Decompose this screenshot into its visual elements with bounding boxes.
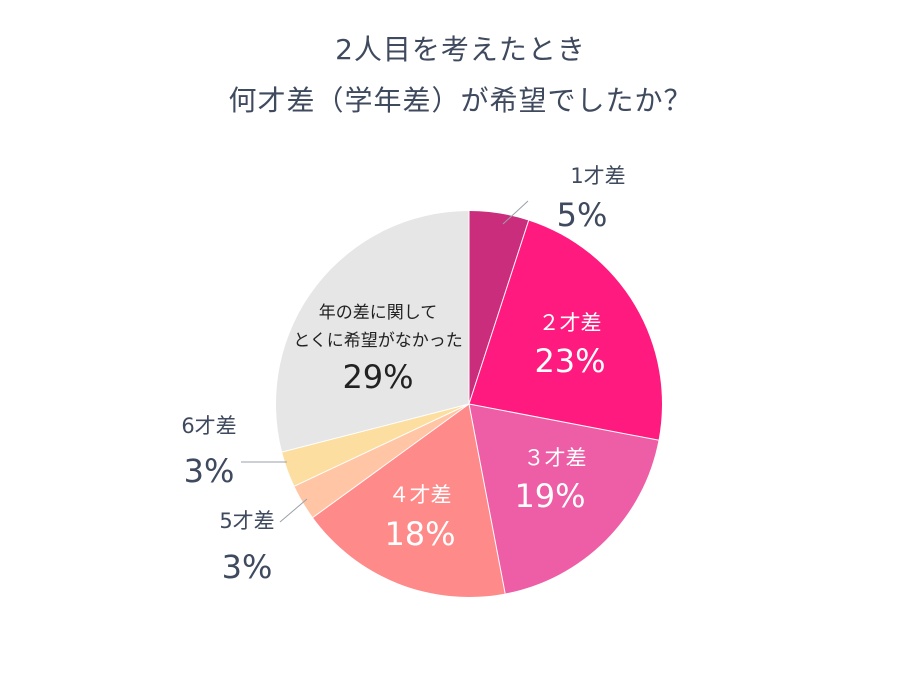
slice-percent-label: 3%: [222, 548, 273, 586]
slice-separator: [294, 403, 470, 487]
slice-percent-label: 23%: [534, 342, 605, 380]
pie-slice: [312, 404, 506, 597]
slice-label: ２才差: [539, 311, 602, 335]
pie-slice: [276, 210, 469, 452]
slice-percent-label: 18%: [384, 515, 455, 553]
slice-label: とくに希望がなかった: [293, 331, 463, 351]
slice-separator: [468, 220, 530, 405]
pie-slice: [294, 404, 469, 518]
chart-title-line2: 何才差（学年差）が希望でしたか？: [228, 84, 693, 117]
slice-separator: [312, 403, 470, 518]
slice-separator: [468, 403, 506, 594]
slice-separator: [281, 403, 470, 453]
pie-slice: [469, 220, 662, 441]
slice-label: 年の差に関して: [319, 303, 438, 323]
slice-percent-label: 5%: [557, 196, 608, 234]
pie-slice: [469, 211, 529, 404]
slice-label: 1才差: [570, 164, 625, 188]
leader-line: [279, 498, 308, 523]
slice-label: 6才差: [181, 414, 236, 438]
chart-title-line1: 2人目を考えたとき: [335, 33, 586, 66]
slice-label: ４才差: [389, 483, 452, 507]
slice-percent-label: 29%: [342, 358, 413, 396]
slice-separator: [468, 403, 659, 441]
pie-slice: [469, 404, 659, 594]
slice-percent-label: 19%: [514, 477, 585, 515]
slice-percent-label: 3%: [184, 452, 235, 490]
leader-line: [502, 200, 529, 225]
pie-slice: [282, 404, 469, 487]
slice-label: ３才差: [524, 446, 587, 470]
slice-label: 5才差: [219, 509, 274, 533]
